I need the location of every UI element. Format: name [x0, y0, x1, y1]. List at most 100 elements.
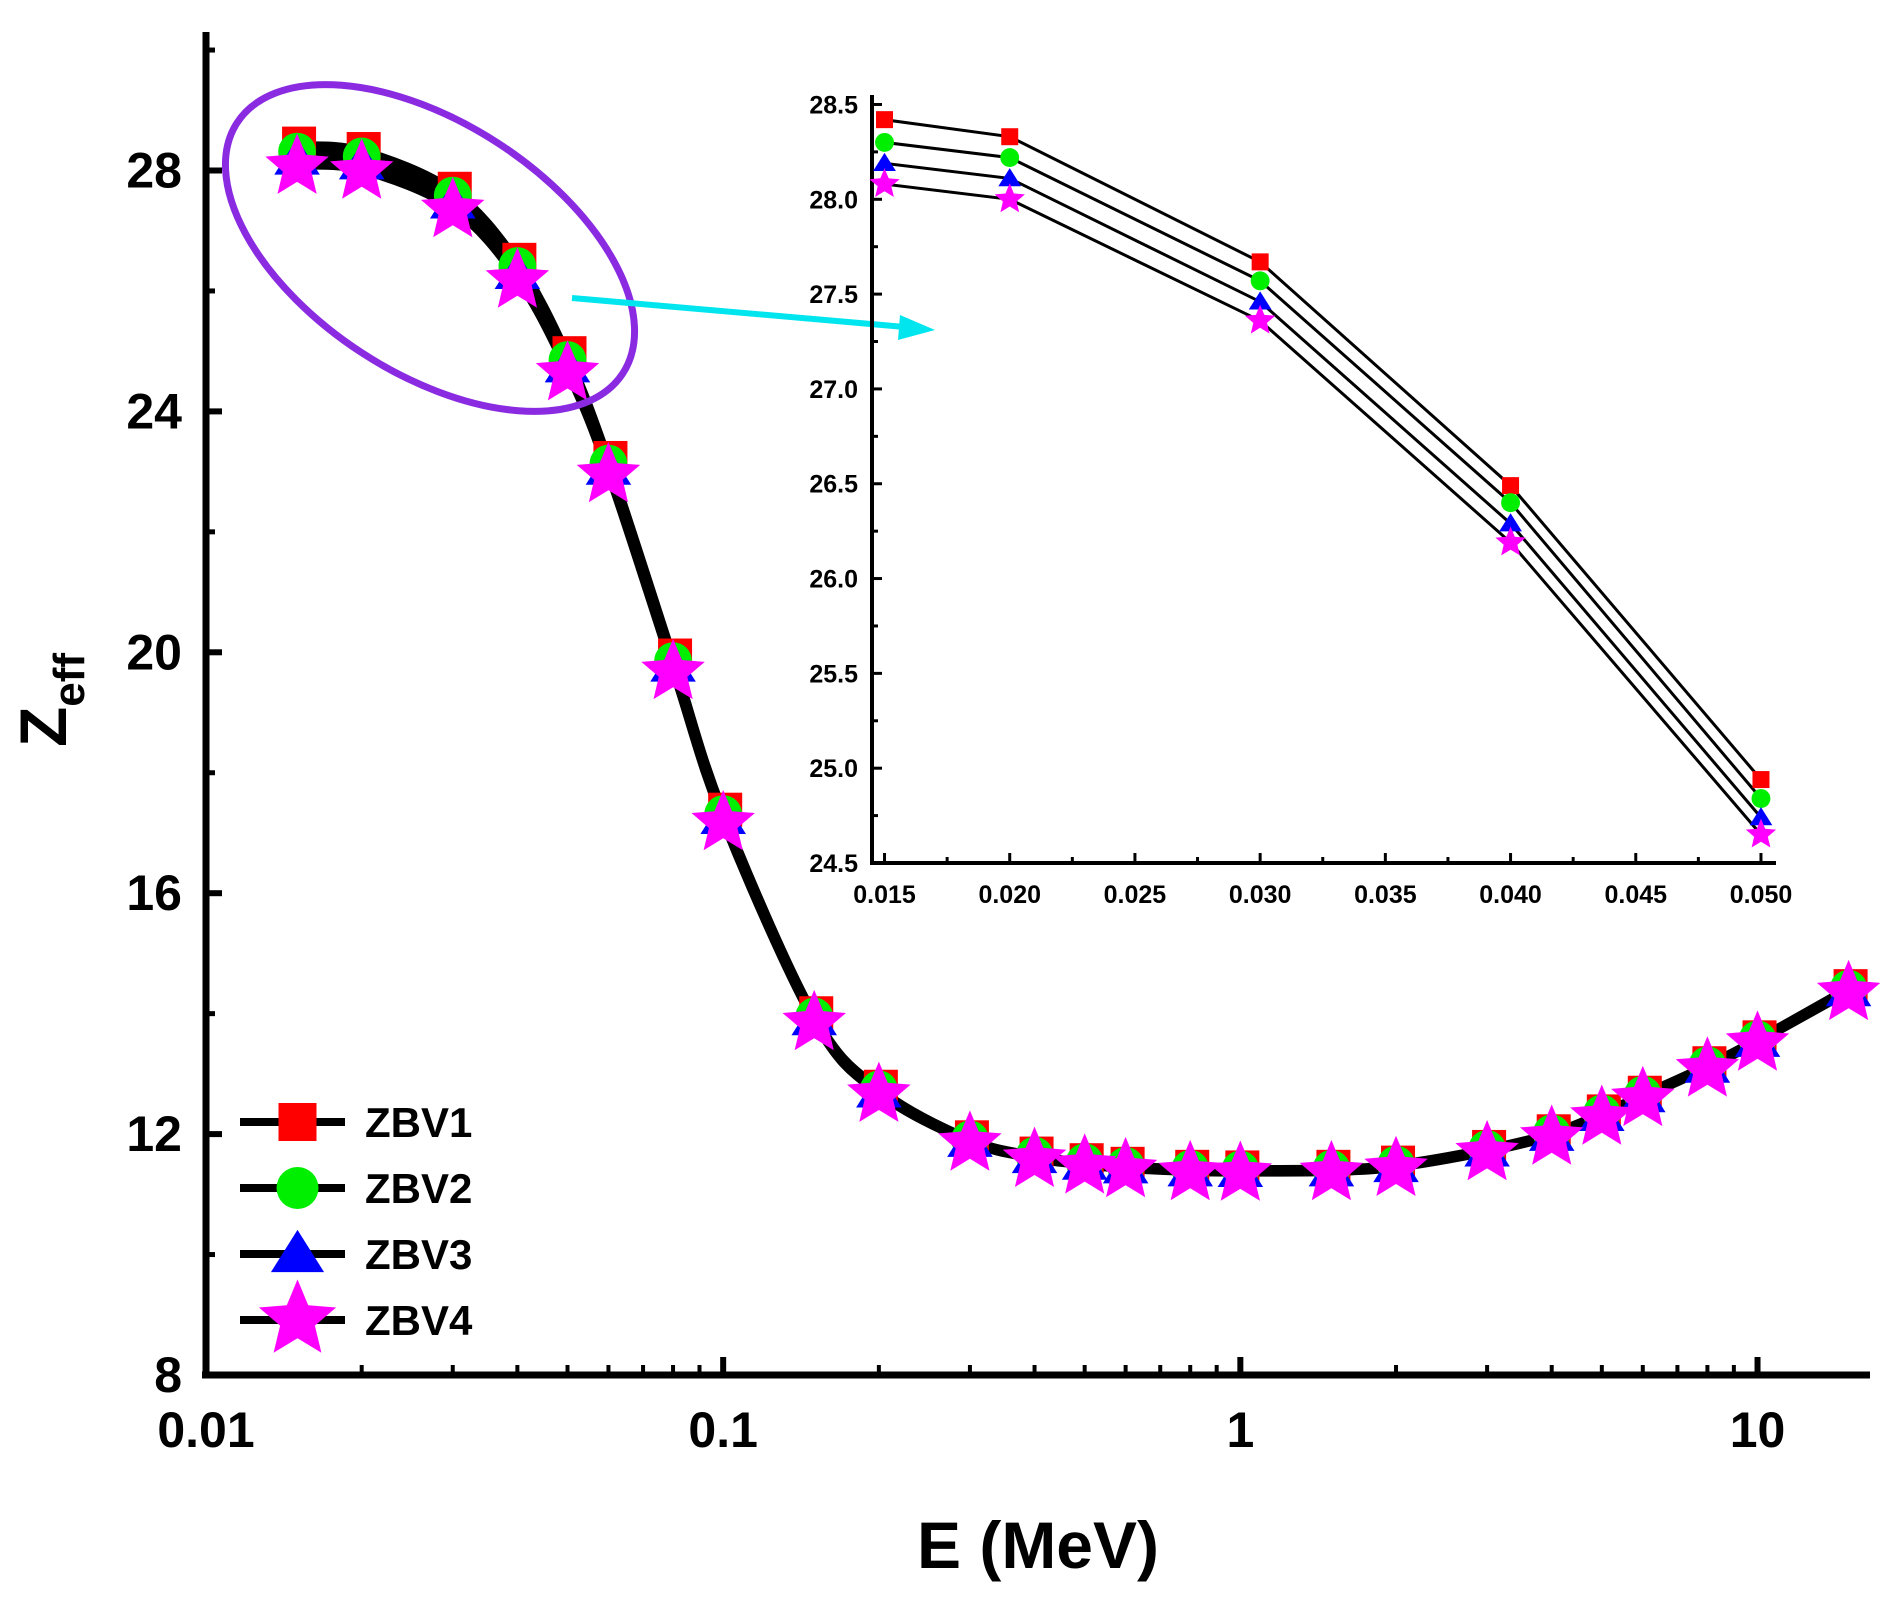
- legend-marker-circle: [276, 1167, 319, 1209]
- legend-label: ZBV3: [365, 1231, 472, 1278]
- legend-item-zbv4: ZBV4: [240, 1279, 473, 1353]
- inset-series-line-zbv2: [884, 140, 1763, 800]
- inset-point-zbv3: [1248, 291, 1272, 310]
- inset-x-tick-label: 0.030: [1229, 881, 1292, 909]
- main-point-zbv4: [421, 176, 485, 238]
- inset-point-zbv4: [1745, 818, 1777, 848]
- main-point-zbv4: [782, 989, 846, 1051]
- inset-point-zbv1: [1752, 771, 1770, 789]
- main-y-tick-label: 12: [126, 1106, 182, 1162]
- zoom-arrow-head: [898, 315, 935, 340]
- main-point-zbv4: [1675, 1036, 1740, 1097]
- inset-x-tick-label: 0.040: [1479, 881, 1542, 909]
- main-point-zbv4: [576, 441, 641, 503]
- zoom-arrow-shaft: [571, 295, 906, 330]
- main-point-zbv4: [330, 138, 394, 199]
- legend-label: ZBV1: [365, 1099, 472, 1146]
- inset-y-tick-label: 28.0: [809, 186, 858, 214]
- inset-y-tick-label: 27.5: [809, 281, 858, 309]
- main-y-tick-label: 20: [126, 624, 182, 680]
- inset-point-zbv2: [1000, 148, 1020, 168]
- inset-point-zbv1: [876, 111, 894, 129]
- main-point-zbv4: [1725, 1010, 1790, 1071]
- inset-y-tick-label: 25.0: [809, 755, 858, 783]
- main-x-tick-label: 1: [1226, 1402, 1254, 1458]
- main-y-axis-title-main: Z: [6, 707, 80, 747]
- inset-y-tick-label: 24.5: [809, 850, 858, 878]
- main-point-zbv4: [691, 790, 755, 851]
- inset-y-tick-label: 27.0: [809, 376, 858, 404]
- inset-point-zbv3: [873, 152, 896, 172]
- main-y-tick-label: 28: [126, 142, 182, 198]
- inset-y-tick-label: 28.5: [809, 91, 858, 119]
- main-x-axis-title: E (MeV): [917, 1508, 1159, 1582]
- main-point-zbv4: [1093, 1136, 1158, 1198]
- legend-marker-triangle: [270, 1229, 325, 1273]
- main-series-line-zbv4: [296, 161, 1851, 1177]
- inset-point-zbv4: [1245, 304, 1276, 334]
- legend-item-zbv1: ZBV1: [240, 1099, 472, 1146]
- inset-point-zbv2: [1501, 493, 1521, 513]
- main-x-tick-label: 0.1: [688, 1402, 758, 1458]
- main-y-tick-label: 8: [154, 1347, 182, 1403]
- highlight-ellipse: [221, 81, 639, 415]
- inset-x-tick-label: 0.035: [1354, 881, 1417, 909]
- inset-x-tick-label: 0.050: [1730, 881, 1793, 909]
- main-point-zbv4: [485, 247, 550, 308]
- inset-point-zbv3: [1499, 513, 1522, 532]
- main-x-tick-label: 0.01: [157, 1402, 254, 1458]
- main-y-axis-title: Zeff: [6, 653, 94, 747]
- main-point-zbv4: [938, 1110, 1002, 1171]
- main-y-tick-label: 16: [126, 865, 182, 921]
- zoom-annotations: [221, 81, 935, 415]
- inset-point-zbv4: [994, 183, 1025, 213]
- inset-x-tick-label: 0.025: [1104, 881, 1167, 909]
- inset-y-tick-label: 26.5: [809, 471, 858, 499]
- inset-point-zbv2: [875, 132, 894, 152]
- inset-y-tick-label: 25.5: [809, 660, 858, 688]
- main-point-zbv4: [1570, 1084, 1634, 1145]
- inset-y-tick-label: 26.0: [809, 566, 858, 594]
- inset-x-tick-label: 0.020: [978, 881, 1041, 909]
- main-point-zbv4: [1208, 1140, 1273, 1201]
- main-point-zbv4: [1611, 1065, 1675, 1127]
- main-point-zbv4: [535, 340, 600, 401]
- main-plot: 8 12 16 20 24 28 0.01 0.1 1 10 E (MeV) Zeff: [6, 32, 1881, 1582]
- main-point-zbv4: [1816, 959, 1881, 1021]
- legend-item-zbv2: ZBV2: [240, 1165, 472, 1212]
- inset-point-zbv4: [869, 168, 900, 197]
- main-point-zbv4: [1052, 1133, 1117, 1194]
- inset-point-zbv3: [1749, 807, 1773, 826]
- inset-point-zbv3: [998, 168, 1022, 187]
- legend-item-zbv3: ZBV3: [240, 1229, 472, 1278]
- legend-marker-star: [258, 1279, 337, 1353]
- inset-x-tick-label: 0.015: [853, 881, 916, 909]
- inset-plot: 24.5 25.0 25.5 26.0 26.5 27.0 27.5 28.0 28.5 0.01…: [809, 91, 1792, 909]
- main-point-zbv4: [1520, 1104, 1584, 1165]
- main-y-tick-label: 24: [126, 383, 182, 439]
- main-y-axis-title-sub: eff: [45, 653, 94, 707]
- main-point-zbv4: [1455, 1120, 1519, 1181]
- inset-point-zbv2: [1250, 271, 1270, 291]
- main-point-zbv4: [1158, 1139, 1222, 1201]
- main-point-zbv4: [641, 638, 705, 700]
- main-point-zbv4: [847, 1061, 911, 1122]
- legend: ZBV1 ZBV2 ZBV3 ZBV4: [240, 1099, 473, 1353]
- inset-point-zbv2: [1751, 789, 1771, 808]
- main-point-zbv4: [1299, 1139, 1364, 1201]
- legend-label: ZBV4: [365, 1297, 473, 1344]
- main-x-tick-label: 10: [1730, 1402, 1786, 1458]
- legend-marker-square: [278, 1103, 317, 1141]
- inset-x-tick-label: 0.045: [1604, 881, 1667, 909]
- inset-point-zbv4: [1495, 526, 1526, 556]
- main-point-zbv4: [1364, 1135, 1428, 1196]
- inset-point-zbv1: [1001, 128, 1019, 146]
- inset-series-line-zbv3: [884, 161, 1763, 819]
- main-point-zbv4: [1002, 1126, 1067, 1187]
- legend-label: ZBV2: [365, 1165, 472, 1212]
- main-point-zbv4: [265, 133, 329, 194]
- inset-series-line-zbv4: [884, 182, 1763, 836]
- inset-point-zbv1: [1251, 253, 1269, 271]
